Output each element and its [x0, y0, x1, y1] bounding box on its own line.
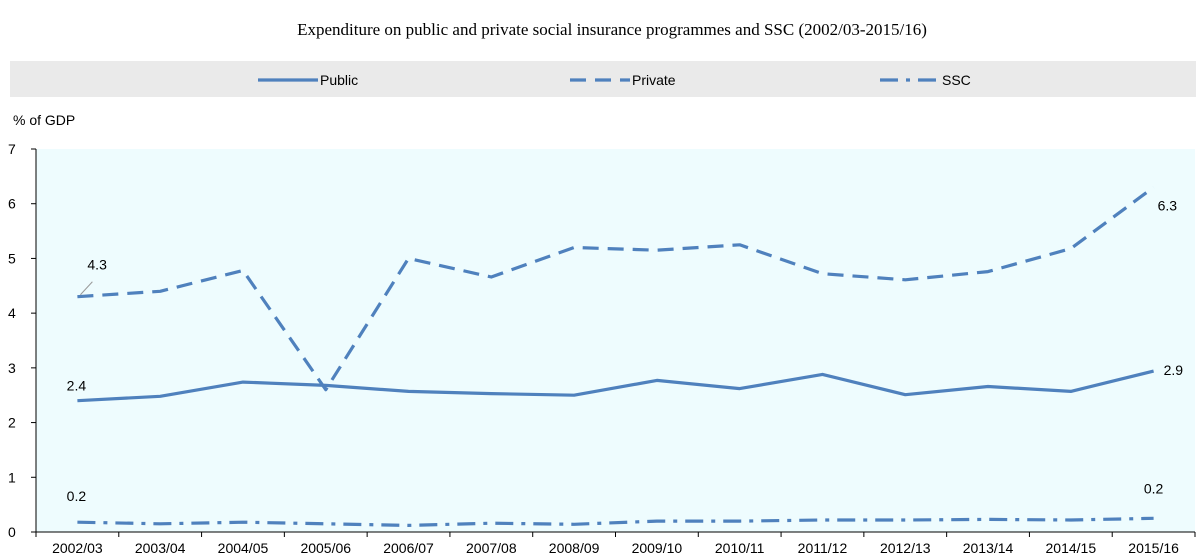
- series-line-public: [77, 369, 1154, 403]
- series-line-ssc: [77, 516, 1154, 528]
- legend-label-ssc: SSC: [942, 72, 971, 88]
- series-layer: [77, 186, 1155, 528]
- x-tick-label: 2007/08: [466, 540, 517, 556]
- axes: 0 1 2 3 4 5 6 7 2002/03 2003/04 2004/05 2005/06 2006…: [8, 141, 1196, 556]
- x-tick-label: 2015/16: [1128, 540, 1179, 556]
- x-tick-label: 2003/04: [135, 540, 186, 556]
- y-tick-label: 5: [8, 250, 16, 266]
- y-tick-label: 7: [8, 141, 16, 157]
- data-label-private: 4.3: [87, 257, 107, 273]
- y-tick-label: 2: [8, 415, 16, 431]
- data-label-ssc: 0.2: [1144, 480, 1164, 496]
- data-label-ssc: 0.2: [67, 488, 87, 504]
- y-tick-label: 6: [8, 196, 16, 212]
- y-axis-label: % of GDP: [13, 112, 75, 128]
- label-leader-line: [80, 281, 93, 296]
- legend-label-public: Public: [320, 72, 358, 88]
- x-tick-label: 2011/12: [798, 540, 848, 556]
- legend-label-private: Private: [632, 72, 676, 88]
- plot-area: [36, 149, 1195, 532]
- x-tick-label: 2013/14: [963, 540, 1014, 556]
- x-tick-label: 2014/15: [1046, 540, 1097, 556]
- y-tick-label: 0: [8, 524, 16, 540]
- data-label-public: 2.9: [1164, 362, 1184, 378]
- series-line-private: [77, 186, 1155, 392]
- y-tick-label: 4: [8, 305, 16, 321]
- x-tick-label: 2005/06: [300, 540, 351, 556]
- x-tick-label: 2012/13: [880, 540, 931, 556]
- data-label-public: 2.4: [67, 378, 87, 394]
- x-tick-label: 2002/03: [52, 540, 103, 556]
- x-tick-label: 2010/11: [715, 540, 765, 556]
- x-tick-label: 2009/10: [632, 540, 683, 556]
- legend: Public Private SSC: [258, 72, 971, 88]
- data-labels: 4.3 6.3 2.4 2.9 0.2 0.2: [67, 197, 1184, 504]
- data-label-private: 6.3: [1158, 197, 1178, 213]
- x-tick-label: 2004/05: [218, 540, 269, 556]
- y-tick-label: 3: [8, 360, 16, 376]
- x-tick-label: 2006/07: [383, 540, 434, 556]
- y-tick-label: 1: [8, 469, 16, 485]
- x-tick-label: 2008/09: [549, 540, 600, 556]
- chart-title: Expenditure on public and private social…: [297, 20, 927, 39]
